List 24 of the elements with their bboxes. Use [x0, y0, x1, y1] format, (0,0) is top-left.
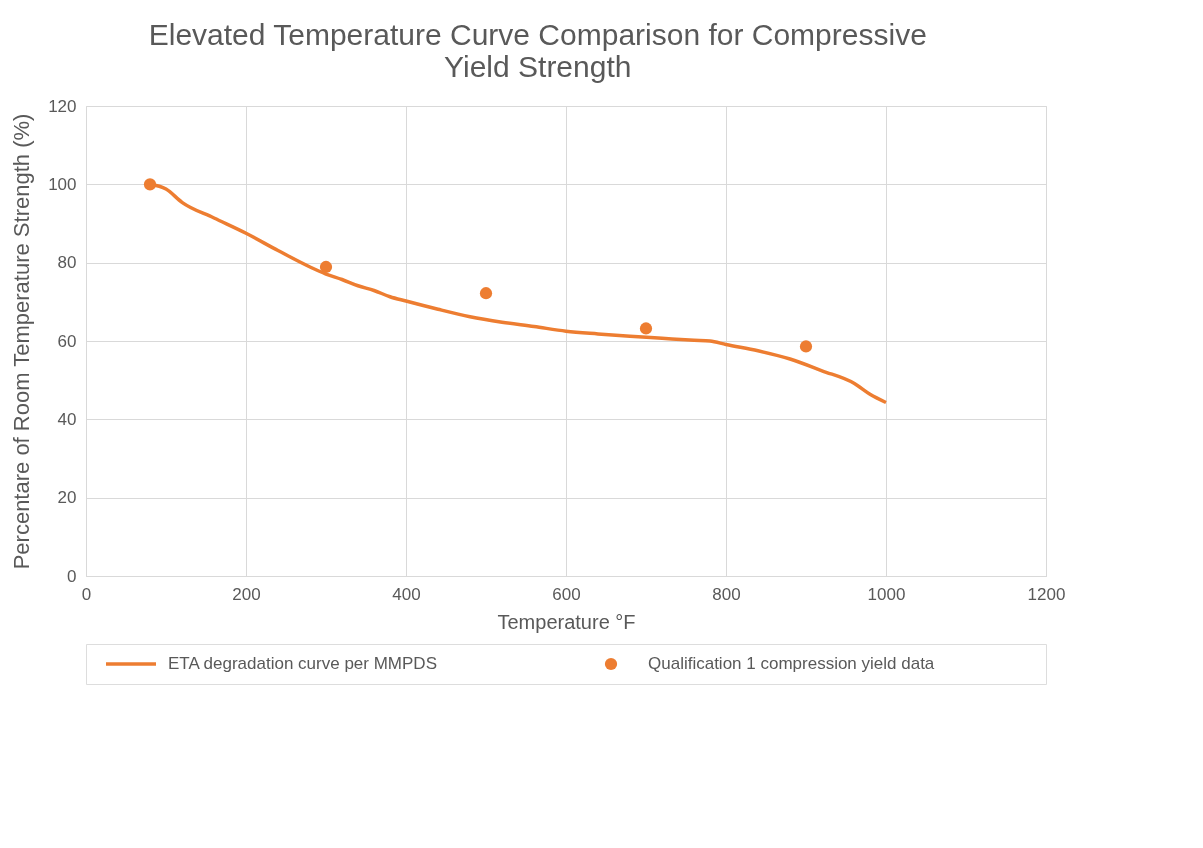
x-tick-label: 400 [392, 584, 421, 604]
point [319, 260, 333, 274]
y-tick-label: 40 [57, 409, 77, 429]
x-tick-label: 800 [712, 584, 741, 604]
x-tick-label: 1200 [1027, 584, 1066, 604]
y-tick-label: 80 [57, 253, 77, 273]
point [639, 322, 653, 335]
x-tick-label: 200 [232, 584, 261, 604]
legend-label: Qualification 1 compression yield data [648, 654, 935, 673]
legend-label: ETA degradation curve per MMPDS [168, 654, 437, 673]
y-tick-label: 0 [67, 566, 77, 586]
x-tick-label: 600 [552, 584, 581, 604]
y-tick-label: 120 [48, 96, 77, 116]
point [799, 340, 813, 353]
x-tick-label: 0 [81, 584, 92, 604]
y-axis-title: Percentare of Room Temperature Strength (%) [9, 113, 35, 570]
text: Elevated Temperature Curve Comparison for Compressive [148, 17, 927, 51]
x-axis-title: Temperature °F [497, 610, 636, 633]
y-tick-label: 20 [57, 488, 77, 508]
y-tick-label: 60 [57, 331, 77, 351]
y-tick-label: 100 [48, 174, 77, 194]
point [479, 287, 493, 300]
x-tick-label: 1000 [867, 584, 906, 604]
point [143, 178, 157, 191]
